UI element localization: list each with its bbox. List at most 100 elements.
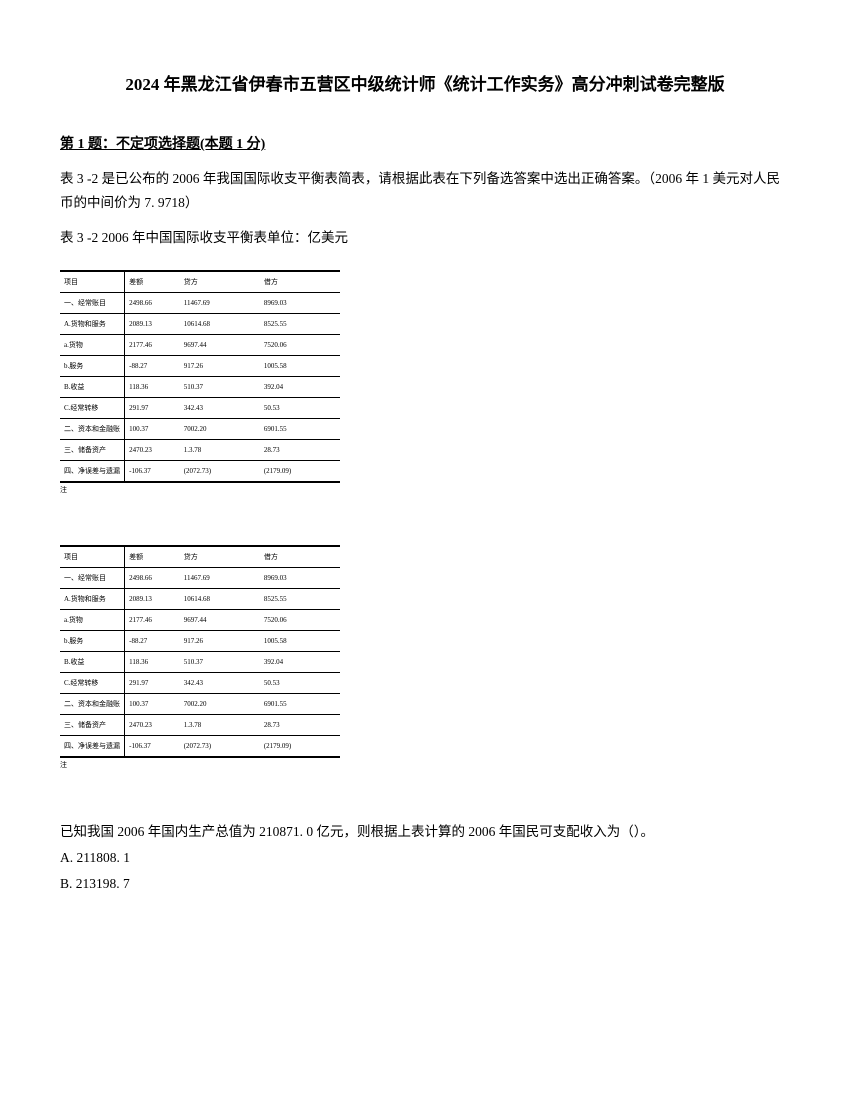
table-cell: (2072.73) [180,460,260,482]
th-item: 项目 [60,546,125,568]
table-cell: 6901.55 [260,693,340,714]
table-header-row: 项目 差额 贷方 借方 [60,546,340,568]
table-cell: A.货物和服务 [60,313,125,334]
table-cell: 四、净误差与遗漏 [60,460,125,482]
th-debit: 借方 [260,271,340,293]
table-cell: -88.27 [125,630,180,651]
table-cell: 50.53 [260,397,340,418]
table-row: a.货物2177.469697.447520.06 [60,609,340,630]
table-cell: 三、储备资产 [60,439,125,460]
th-diff: 差额 [125,271,180,293]
table-cell: a.货物 [60,334,125,355]
table-cell: 10614.68 [180,588,260,609]
table-cell: 二、资本和金融账 [60,693,125,714]
table-cell: 6901.55 [260,418,340,439]
table-cell: 1.3.78 [180,439,260,460]
table-row: a.货物2177.469697.447520.06 [60,334,340,355]
table-row: b.服务-88.27917.261005.58 [60,355,340,376]
table-cell: b.服务 [60,630,125,651]
th-diff: 差额 [125,546,180,568]
table-cell: (2179.09) [260,460,340,482]
table-cell: 2498.66 [125,292,180,313]
table-row: A.货物和服务2089.1310614.688525.55 [60,313,340,334]
table-cell: 四、净误差与遗漏 [60,735,125,757]
table-cell: -106.37 [125,735,180,757]
table-row: 二、资本和金融账100.377002.206901.55 [60,418,340,439]
th-debit: 借方 [260,546,340,568]
table-row: 四、净误差与遗漏-106.37(2072.73)(2179.09) [60,460,340,482]
table-cell: 118.36 [125,651,180,672]
table-cell: 2470.23 [125,439,180,460]
table-cell: 342.43 [180,397,260,418]
table-cell: 二、资本和金融账 [60,418,125,439]
table-cell: 392.04 [260,376,340,397]
table-cell: 7520.06 [260,334,340,355]
table-cell: 10614.68 [180,313,260,334]
option-a: A. 211808. 1 [60,850,790,866]
table-cell: 917.26 [180,630,260,651]
balance-table-2: 项目 差额 贷方 借方 一、经常账目2498.6611467.698969.03… [60,545,340,758]
table-row: B.收益118.36510.37392.04 [60,376,340,397]
table-row: A.货物和服务2089.1310614.688525.55 [60,588,340,609]
table-cell: 7002.20 [180,693,260,714]
table-cell: B.收益 [60,651,125,672]
table-cell: 1005.58 [260,630,340,651]
paragraph-1: 表 3 -2 是已公布的 2006 年我国国际收支平衡表简表，请根据此表在下列备… [60,167,790,216]
table-row: C.经常转移291.97342.4350.53 [60,672,340,693]
table-cell: 917.26 [180,355,260,376]
table-cell: 8969.03 [260,567,340,588]
table-cell: 三、储备资产 [60,714,125,735]
th-credit: 贷方 [180,271,260,293]
table-cell: 7520.06 [260,609,340,630]
table-row: 三、储备资产2470.231.3.7828.73 [60,714,340,735]
table-cell: 11467.69 [180,567,260,588]
table-cell: -88.27 [125,355,180,376]
table-cell: A.货物和服务 [60,588,125,609]
table-cell: C.经常转移 [60,397,125,418]
question-text: 已知我国 2006 年国内生产总值为 210871. 0 亿元，则根据上表计算的… [60,820,790,840]
table-cell: 8525.55 [260,313,340,334]
table-cell: 一、经常账目 [60,292,125,313]
table-row: 一、经常账目2498.6611467.698969.03 [60,292,340,313]
table-cell: 8969.03 [260,292,340,313]
option-b: B. 213198. 7 [60,876,790,892]
table-row: 三、储备资产2470.231.3.7828.73 [60,439,340,460]
document-title: 2024 年黑龙江省伊春市五营区中级统计师《统计工作实务》高分冲刺试卷完整版 [60,70,790,95]
question-header-text: 第 1 题：不定项选择题(本题 1 分) [60,137,265,152]
table-cell: 50.53 [260,672,340,693]
table-cell: 2089.13 [125,313,180,334]
table-cell: 118.36 [125,376,180,397]
table-cell: 9697.44 [180,334,260,355]
table-row: b.服务-88.27917.261005.58 [60,630,340,651]
table-foot-2: 注 [60,760,790,770]
table-row: 二、资本和金融账100.377002.206901.55 [60,693,340,714]
table-wrap-2: 项目 差额 贷方 借方 一、经常账目2498.6611467.698969.03… [60,545,790,770]
balance-table-1: 项目 差额 贷方 借方 一、经常账目2498.6611467.698969.03… [60,270,340,483]
table-cell: 2498.66 [125,567,180,588]
table-cell: 100.37 [125,418,180,439]
table-header-row: 项目 差额 贷方 借方 [60,271,340,293]
table-cell: -106.37 [125,460,180,482]
table-cell: 2177.46 [125,609,180,630]
table-cell: 28.73 [260,714,340,735]
table-cell: C.经常转移 [60,672,125,693]
th-item: 项目 [60,271,125,293]
table-row: B.收益118.36510.37392.04 [60,651,340,672]
table-cell: 291.97 [125,672,180,693]
table-cell: 2177.46 [125,334,180,355]
table-cell: 7002.20 [180,418,260,439]
table-cell: 28.73 [260,439,340,460]
table-cell: (2179.09) [260,735,340,757]
table-cell: b.服务 [60,355,125,376]
th-credit: 贷方 [180,546,260,568]
table-cell: 392.04 [260,651,340,672]
table-row: 一、经常账目2498.6611467.698969.03 [60,567,340,588]
table-cell: 100.37 [125,693,180,714]
table-row: C.经常转移291.97342.4350.53 [60,397,340,418]
table-cell: 342.43 [180,672,260,693]
table-cell: 11467.69 [180,292,260,313]
table-cell: 2089.13 [125,588,180,609]
paragraph-2: 表 3 -2 2006 年中国国际收支平衡表单位：亿美元 [60,226,790,250]
table-cell: 1.3.78 [180,714,260,735]
table-cell: 291.97 [125,397,180,418]
